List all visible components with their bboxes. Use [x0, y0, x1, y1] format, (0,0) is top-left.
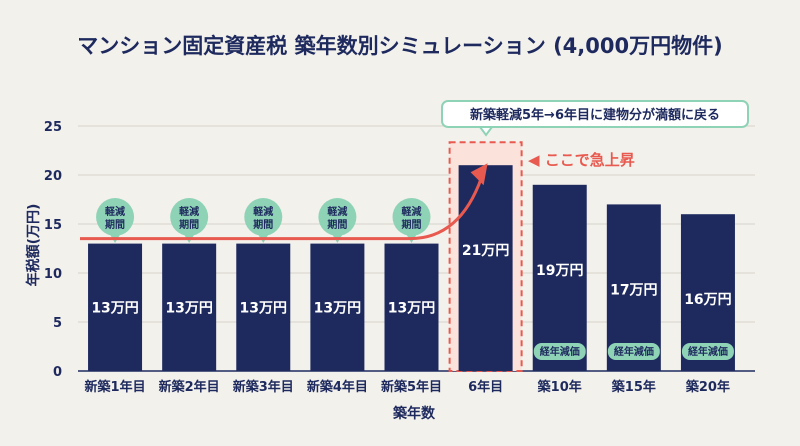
- bar-label-0: 13万円: [91, 300, 138, 316]
- surge-label: ◀ ここで急上昇: [528, 151, 635, 169]
- reduction-bubble-line1: 軽減: [327, 205, 347, 218]
- depreciation-badge-text: 経年減価: [540, 345, 580, 358]
- trend-arrow-head: [470, 163, 488, 186]
- reduction-bubble-line1: 軽減: [179, 205, 199, 218]
- depreciation-badge-bg: [681, 343, 734, 360]
- reduction-bubble-line1: 軽減: [402, 205, 422, 218]
- reduction-bubble-line1: 軽減: [105, 205, 125, 218]
- trend-arrow-line: [80, 176, 484, 241]
- depreciation-badges: 経年減価 経年減価 経年減価: [533, 343, 734, 360]
- depreciation-badge-bg: [533, 343, 586, 360]
- reduction-bubble-line1: 軽減: [253, 205, 273, 218]
- reduction-bubble-circle: [318, 198, 357, 236]
- callout-box: [441, 100, 749, 128]
- y-tick-15: 15: [44, 218, 62, 233]
- trend-arrow: [80, 163, 488, 241]
- bar-4: [384, 243, 439, 371]
- bar-0: [88, 243, 143, 371]
- x-tick-1: 新築2年目: [159, 379, 220, 395]
- callout-group: 新築軽減5年→6年目に建物分が満額に戻る ◀ ここで急上昇: [441, 100, 749, 169]
- bar-label-5: 21万円: [462, 243, 509, 259]
- y-tick-10: 10: [44, 267, 62, 282]
- y-tick-5: 5: [53, 316, 62, 331]
- bar-label-6: 19万円: [536, 263, 583, 279]
- depreciation-badge-1: 経年減価: [607, 343, 660, 360]
- bar-label-8: 16万円: [684, 292, 731, 308]
- bar-3: [310, 243, 365, 371]
- reduction-bubble-line2: 期間: [327, 218, 347, 231]
- reduction-bubble-line2: 期間: [253, 218, 273, 231]
- y-axis-ticks: 0 5 10 15 20 25: [44, 120, 62, 380]
- depreciation-badge-2: 経年減価: [681, 343, 734, 360]
- reduction-bubble-circle: [96, 198, 135, 236]
- bar-labels-group: 13万円 13万円 13万円 13万円 13万円 21万円 19万円 17万円 16万円: [91, 243, 731, 316]
- depreciation-badge-text: 経年減価: [614, 345, 654, 358]
- depreciation-badge-text: 経年減価: [688, 345, 728, 358]
- x-tick-0: 新築1年目: [85, 379, 146, 395]
- callout-text: 新築軽減5年→6年目に建物分が満額に戻る: [470, 107, 720, 123]
- y-tick-25: 25: [44, 120, 62, 135]
- y-axis-label: 年税額(万円): [25, 204, 42, 287]
- reduction-bubble-line2: 期間: [402, 218, 422, 231]
- bar-label-3: 13万円: [314, 300, 361, 316]
- reduction-bubble-circle: [170, 198, 209, 236]
- bar-1: [162, 243, 217, 371]
- x-tick-6: 築10年: [537, 379, 582, 395]
- depreciation-badge-0: 経年減価: [533, 343, 586, 360]
- bar-label-7: 17万円: [610, 282, 657, 298]
- reduction-bubble-line2: 期間: [105, 218, 125, 231]
- reduction-bubble-circle: [392, 198, 431, 236]
- reduction-bubble-circle: [244, 198, 283, 236]
- bar-label-2: 13万円: [240, 300, 287, 316]
- chart-title: マンション固定資産税 築年数別シミュレーション (4,000万円物件): [77, 34, 723, 58]
- bar-5: [458, 165, 513, 371]
- x-tick-3: 新築4年目: [307, 379, 368, 395]
- bars-group: [88, 165, 735, 371]
- bar-6: [532, 184, 587, 371]
- x-axis-ticks: 新築1年目 新築2年目 新築3年目 新築4年目 新築5年目 6年目 築10年 築15年 築20年: [85, 379, 730, 395]
- reduction-bubble-line2: 期間: [179, 218, 199, 231]
- y-tick-20: 20: [44, 169, 62, 184]
- callout-tail: [478, 126, 494, 137]
- bar-label-4: 13万円: [388, 300, 435, 316]
- x-tick-8: 築20年: [685, 379, 730, 395]
- x-tick-4: 新築5年目: [381, 379, 442, 395]
- x-tick-5: 6年目: [468, 379, 503, 395]
- x-axis-label: 築年数: [392, 405, 436, 422]
- bar-2: [236, 243, 291, 371]
- depreciation-badge-bg: [607, 343, 660, 360]
- x-tick-2: 新築3年目: [233, 379, 294, 395]
- bar-label-1: 13万円: [165, 300, 212, 316]
- x-tick-7: 築15年: [611, 379, 656, 395]
- y-tick-0: 0: [53, 365, 62, 380]
